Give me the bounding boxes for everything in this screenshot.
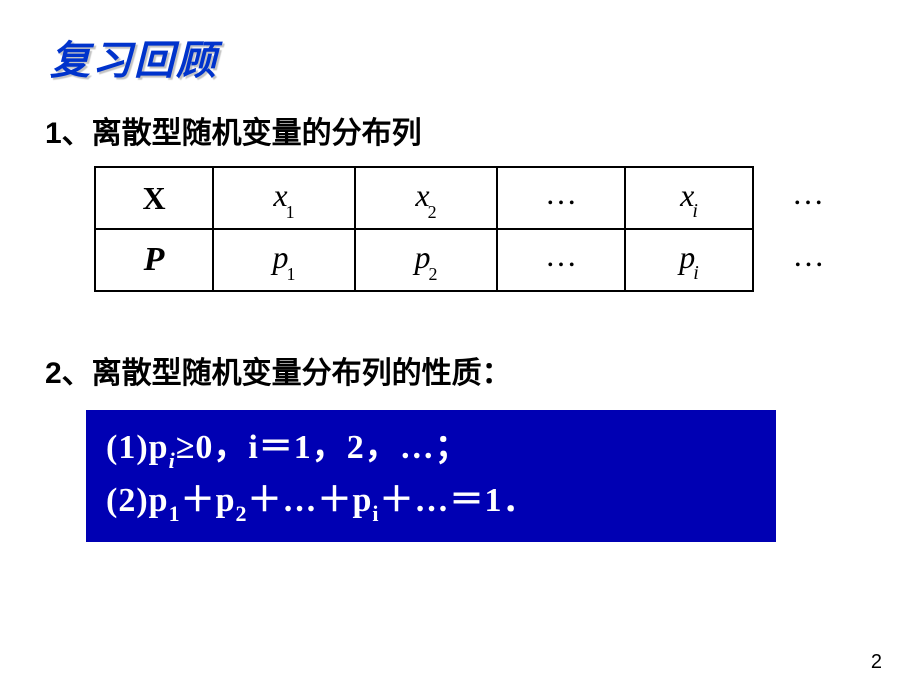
table-cell: x1 (213, 167, 355, 229)
table-cell-ellipsis: … (497, 167, 625, 229)
table-cell: xi (625, 167, 753, 229)
subscript: 2 (428, 202, 437, 222)
table-cell: x2 (355, 167, 497, 229)
subscript: 1 (287, 264, 296, 284)
properties-box: (1)pi≥0，i＝1，2，…； (2)p1＋p2＋…＋pi＋…＝1． (86, 410, 776, 542)
table-cell-ellipsis: … (497, 229, 625, 291)
table-row: P p1 p2 … pi … (95, 229, 863, 291)
table-cell: pi (625, 229, 753, 291)
property-line-2: (2)p1＋p2＋…＋pi＋…＝1． (106, 475, 756, 528)
slide: 复习回顾 1、离散型随机变量的分布列 X x1 x2 … xi … P p1 p… (0, 0, 920, 690)
subscript: 2 (429, 264, 438, 284)
table-cell: p1 (213, 229, 355, 291)
property-line-1: (1)pi≥0，i＝1，2，…； (106, 422, 756, 475)
subscript: i (692, 200, 698, 222)
table-header-p: P (95, 229, 213, 291)
subscript: 1 (286, 202, 295, 222)
table-row: X x1 x2 … xi … (95, 167, 863, 229)
table-cell-ellipsis: … (753, 229, 863, 291)
section1-heading: 1、离散型随机变量的分布列 (45, 108, 870, 152)
slide-title: 复习回顾 (50, 28, 870, 86)
page-number: 2 (871, 651, 882, 674)
table-cell: p2 (355, 229, 497, 291)
table-header-x: X (95, 167, 213, 229)
subscript: i (693, 262, 699, 284)
distribution-table: X x1 x2 … xi … P p1 p2 … pi (94, 166, 864, 292)
section2-heading: 2、离散型随机变量分布列的性质： (45, 348, 870, 392)
table-cell-ellipsis: … (753, 167, 863, 229)
